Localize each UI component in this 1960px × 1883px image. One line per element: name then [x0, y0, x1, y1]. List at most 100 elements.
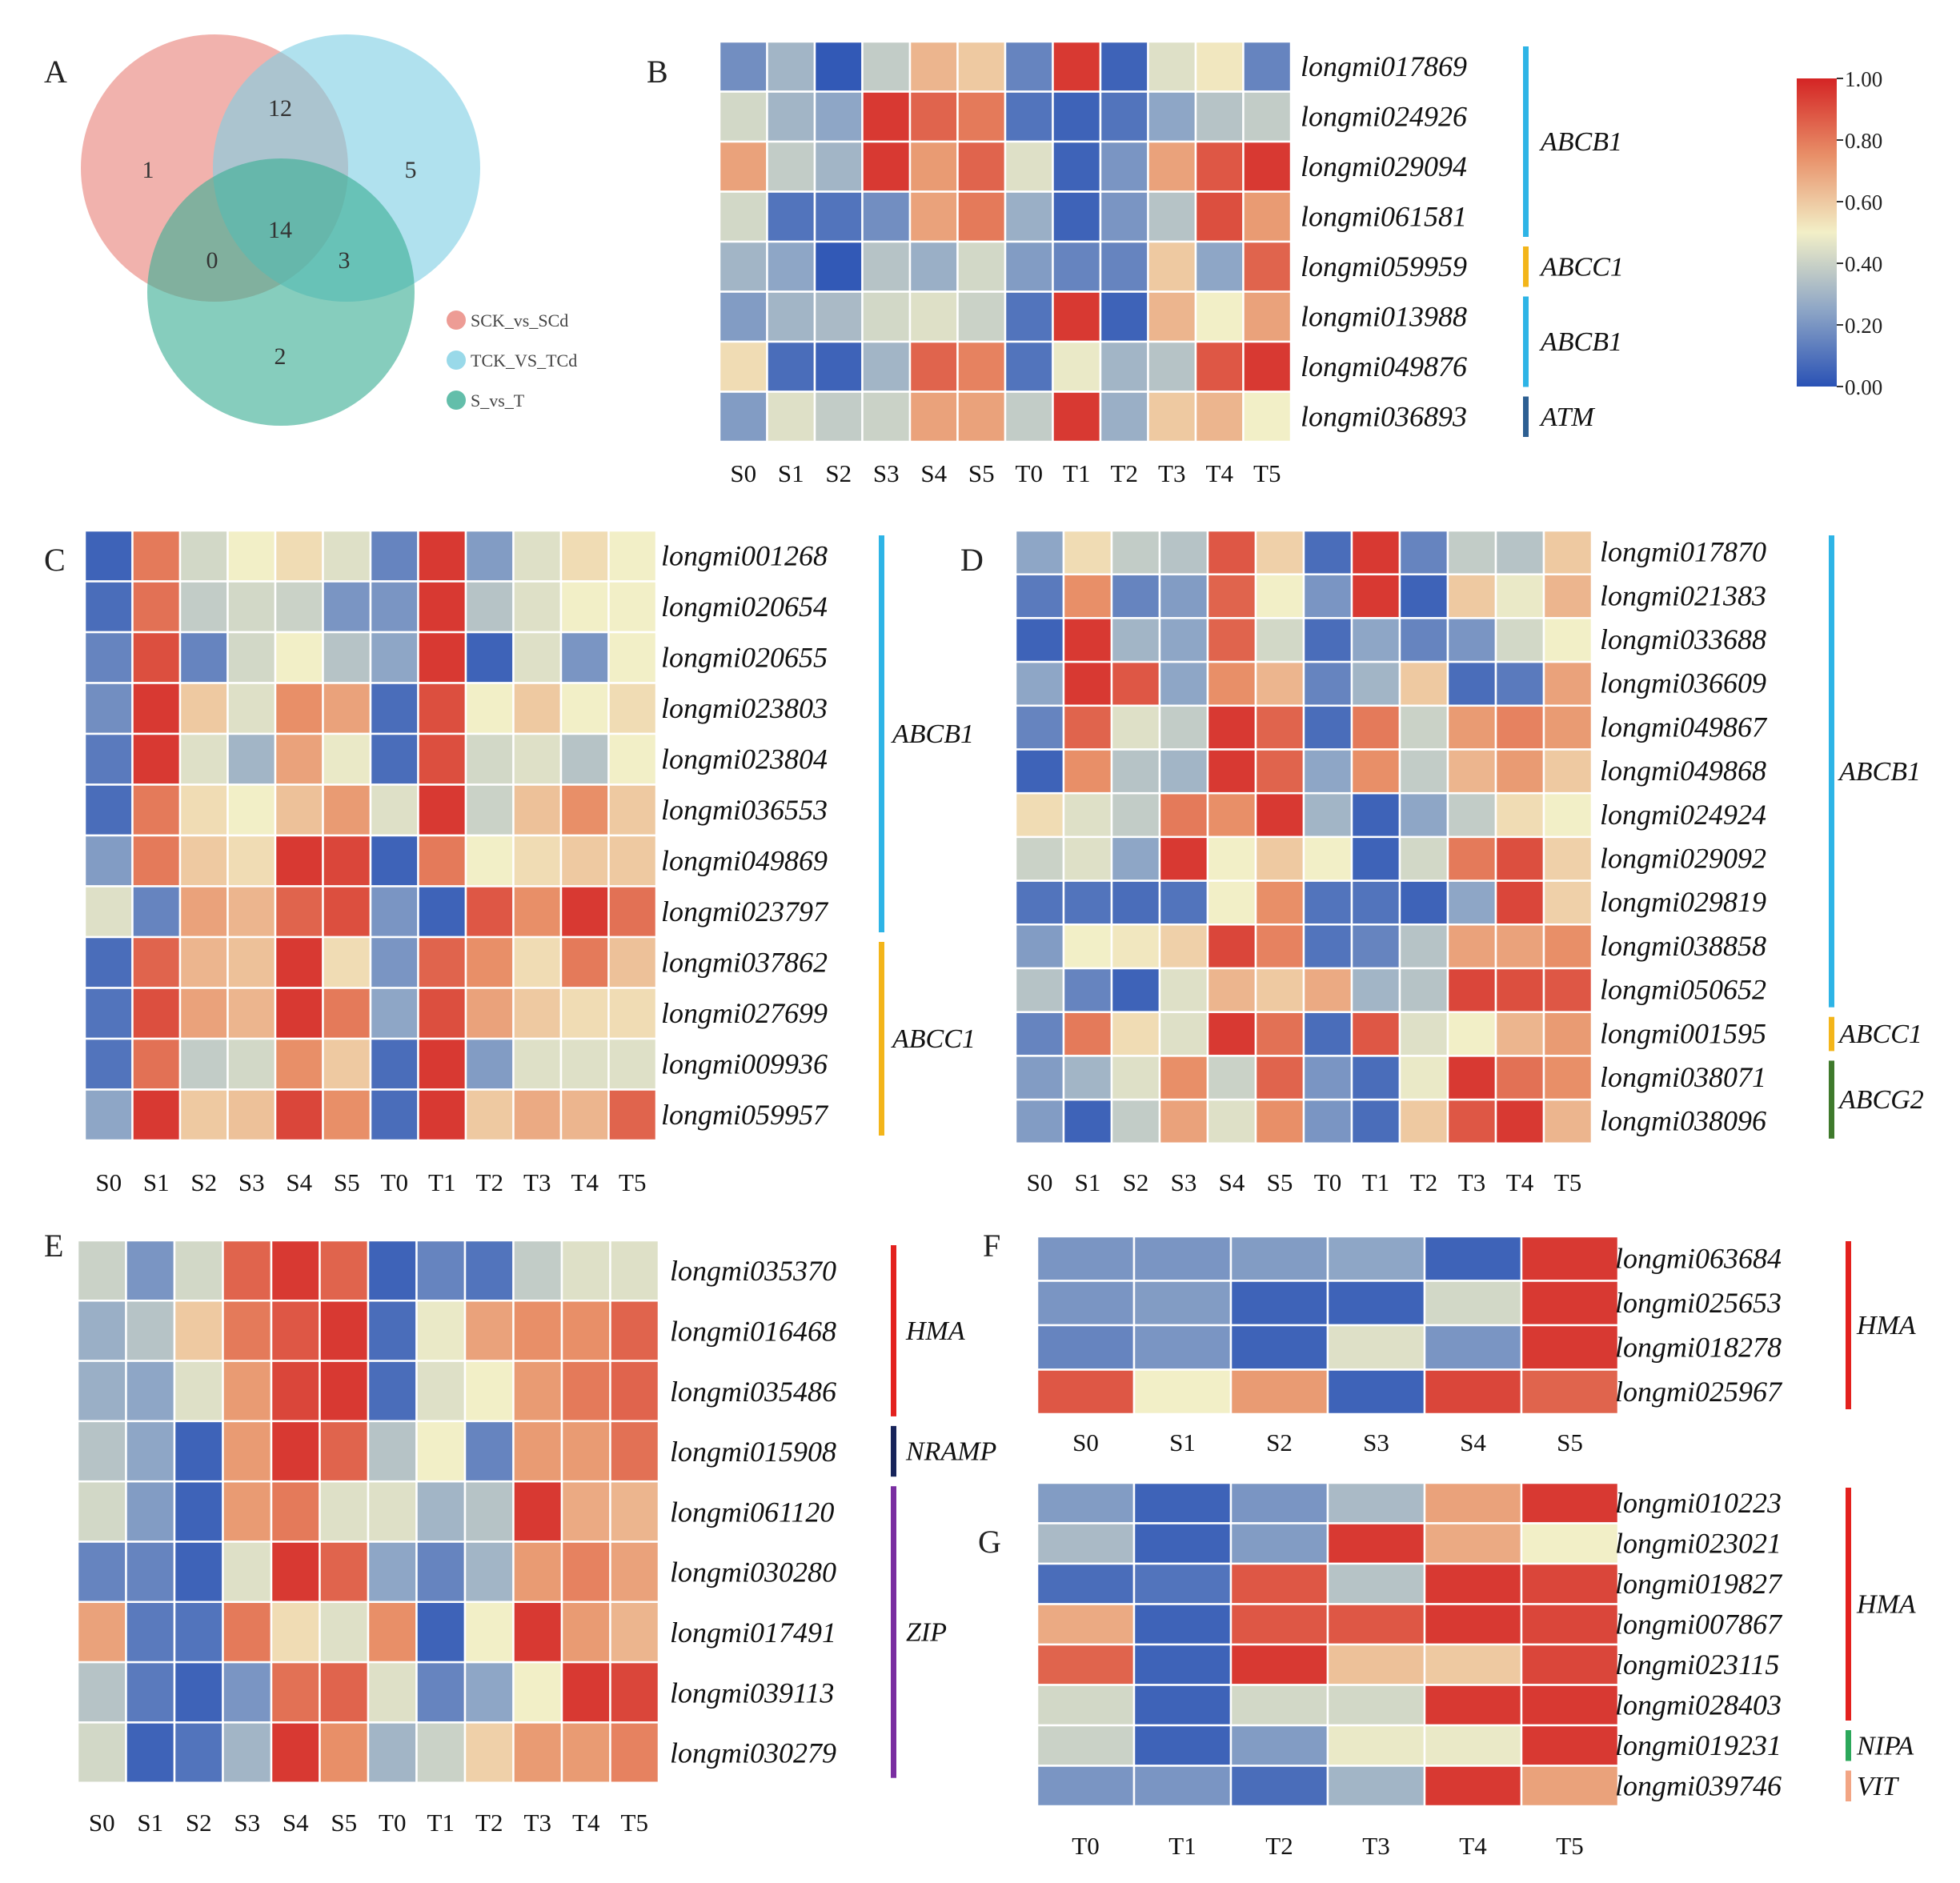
- column-tick-label: S3: [234, 1809, 260, 1837]
- heatmap-cell: [125, 1540, 176, 1604]
- heatmap-cell: [270, 1239, 321, 1302]
- heatmap-cell: [512, 935, 563, 989]
- heatmap-cell: [83, 631, 134, 684]
- heatmap-cell: [861, 290, 912, 343]
- heatmap-cell: [1062, 704, 1113, 751]
- gene-family-bar: [1523, 246, 1529, 287]
- gene-label: longmi020654: [661, 591, 828, 623]
- gene-label: longmi017491: [670, 1617, 836, 1649]
- heatmap-cell: [131, 631, 182, 684]
- column-tick-label: T0: [1072, 1832, 1099, 1860]
- heatmap-cell: [1099, 40, 1149, 93]
- colorbar-tick-label: 0.20: [1845, 314, 1882, 338]
- heatmap-cell: [1520, 1235, 1620, 1282]
- heatmap-cell: [861, 40, 912, 93]
- heatmap-cell: [1062, 1098, 1113, 1145]
- heatmap-cell: [173, 1300, 224, 1362]
- heatmap-cell: [131, 783, 182, 837]
- heatmap-cell: [1110, 1055, 1161, 1101]
- column-tick-label: S2: [825, 459, 852, 487]
- heatmap-cell: [1052, 240, 1102, 293]
- heatmap-cell: [322, 935, 372, 989]
- gene-label: longmi028403: [1615, 1689, 1782, 1721]
- heatmap-cell: [1014, 1055, 1065, 1101]
- heatmap-cell: [1132, 1324, 1233, 1371]
- heatmap-cell: [559, 1037, 610, 1091]
- heatmap-cell: [464, 682, 515, 735]
- gene-label: longmi015908: [670, 1436, 836, 1468]
- heatmap-cell: [607, 834, 658, 887]
- panel-label-a: A: [44, 54, 67, 90]
- heatmap-cell: [1229, 1603, 1329, 1646]
- heatmap-cell: [1036, 1684, 1136, 1727]
- column-tick-label: T0: [381, 1168, 408, 1196]
- heatmap-cell: [322, 732, 372, 786]
- heatmap-cell: [1242, 240, 1293, 293]
- gene-label: longmi024924: [1600, 799, 1766, 831]
- heatmap-cell: [1194, 40, 1245, 93]
- heatmap-cell: [178, 987, 229, 1040]
- heatmap-cell: [178, 1037, 229, 1091]
- heatmap-cell: [609, 1480, 660, 1543]
- heatmap-cell: [1326, 1724, 1426, 1767]
- heatmap-cell: [415, 1360, 467, 1423]
- heatmap-cell: [1158, 617, 1209, 663]
- heatmap-cell: [270, 1360, 321, 1423]
- heatmap-cell: [1242, 391, 1293, 443]
- column-tick-label: T2: [1265, 1832, 1293, 1860]
- heatmap-cell: [1194, 240, 1245, 293]
- heatmap-cell: [766, 391, 816, 443]
- gene-family-bar: [1829, 1016, 1834, 1052]
- heatmap-cell: [1014, 529, 1065, 575]
- heatmap-cell: [222, 1300, 273, 1362]
- heatmap-cell: [1542, 879, 1593, 926]
- heatmap-cell: [559, 935, 610, 989]
- column-tick-label: T4: [571, 1168, 599, 1196]
- heatmap-cell: [1014, 660, 1065, 707]
- heatmap-cell: [274, 580, 324, 634]
- gene-family-label: HMA: [1856, 1311, 1916, 1340]
- gene-family-bar: [1523, 396, 1529, 437]
- heatmap-cell: [512, 1721, 563, 1784]
- venn-diagram: 1 12 5 0 14 3 2: [81, 34, 480, 426]
- heatmap-cell: [1052, 140, 1102, 193]
- heatmap-cell: [559, 682, 610, 735]
- heatmap-cell: [270, 1480, 321, 1543]
- column-tick-label: S2: [186, 1809, 212, 1837]
- heatmap-cell: [766, 90, 816, 143]
- gene-family-label: HMA: [1856, 1590, 1916, 1620]
- panel-label-g: G: [978, 1524, 1001, 1560]
- gene-label: longmi036609: [1600, 667, 1766, 699]
- heatmap-cell: [131, 885, 182, 939]
- heatmap-cell: [173, 1480, 224, 1543]
- heatmap-cell: [464, 580, 515, 634]
- heatmap-cell: [1242, 90, 1293, 143]
- heatmap-cell: [1520, 1603, 1620, 1646]
- heatmap-cell: [813, 190, 864, 243]
- heatmap-cell: [1302, 617, 1353, 663]
- heatmap-cell: [908, 190, 959, 243]
- heatmap-cell: [861, 90, 912, 143]
- heatmap-cell: [464, 987, 515, 1040]
- heatmap-cell: [1254, 1011, 1305, 1057]
- heatmap-cell: [464, 1088, 515, 1142]
- heatmap-cell: [512, 1661, 563, 1724]
- column-tick-label: S4: [286, 1168, 312, 1196]
- heatmap-cell: [1446, 748, 1497, 795]
- gene-family-label: ABCC1: [1539, 252, 1624, 282]
- heatmap-cell: [1446, 704, 1497, 751]
- gene-family-bar: [1846, 1488, 1851, 1721]
- heatmap-cell: [559, 1088, 610, 1142]
- heatmap-cell: [560, 1601, 611, 1664]
- heatmap-cell: [322, 1088, 372, 1142]
- heatmap-cell: [322, 987, 372, 1040]
- heatmap-cell: [1520, 1481, 1620, 1524]
- heatmap-cell: [560, 1360, 611, 1423]
- column-tick-label: S4: [283, 1809, 309, 1837]
- heatmap-cell: [417, 682, 467, 735]
- heatmap-cell: [1423, 1481, 1523, 1524]
- heatmap-cell: [1147, 140, 1197, 193]
- heatmap-cell: [908, 340, 959, 393]
- column-tick-label: T4: [1459, 1832, 1487, 1860]
